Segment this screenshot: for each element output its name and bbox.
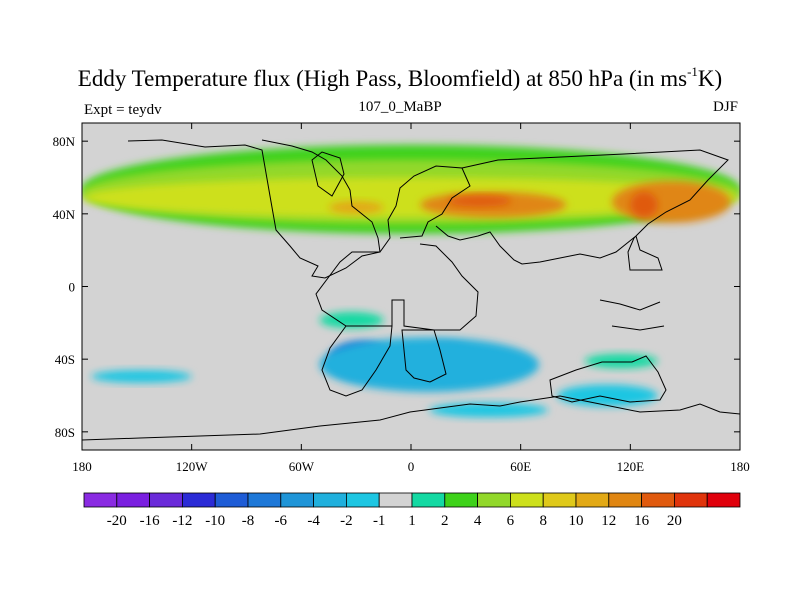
x-tick-label: 180 (730, 459, 750, 474)
colorbar-swatch (313, 492, 347, 508)
colorbar-swatch (542, 492, 577, 508)
contour-nh-yellow-band (82, 177, 740, 218)
coast-europe (379, 165, 471, 253)
colorbar-swatch (149, 492, 183, 508)
colorbar-label: -20 (107, 513, 127, 529)
colorbar-label: 10 (569, 513, 584, 529)
y-tick-label: 80N (53, 134, 76, 149)
colorbar: -20 -16 -12 -10 -8 -6 -4 -2 -1 1 2 4 6 8 10 12 16 20 (83, 492, 741, 529)
contour-sh-pacific-strip (91, 370, 192, 383)
x-tick-label: 60W (289, 459, 315, 474)
colorbar-label: -8 (242, 513, 255, 529)
subtitle-experiment: Expt = teydv (84, 102, 162, 118)
coast-antarctica (82, 395, 740, 441)
colorbar-label: -12 (172, 513, 192, 529)
title-main: Eddy Temperature flux (High Pass, Bloomf… (77, 66, 688, 91)
colorbar-label: -1 (373, 513, 386, 529)
colorbar-label: 2 (441, 513, 449, 529)
y-tick-label: 40N (53, 207, 76, 222)
colorbar-label: 1 (408, 513, 416, 529)
colorbar-swatch (608, 492, 642, 508)
colorbar-swatch (345, 492, 380, 508)
colorbar-swatch (575, 492, 610, 508)
contour-eurasia-track-red (447, 195, 512, 207)
colorbar-swatch (378, 492, 413, 508)
colorbar-swatch (509, 492, 544, 508)
colorbar-label: 16 (634, 513, 650, 529)
colorbar-swatch (641, 492, 675, 508)
x-tick-label: 60E (510, 459, 531, 474)
coast-asia (435, 149, 729, 271)
y-tick-label: 80S (55, 425, 75, 440)
contour-pacific-track-red (630, 192, 658, 218)
contour-sh-midlat-band (319, 337, 539, 392)
colorbar-swatch (214, 492, 249, 508)
colorbar-swatch (181, 492, 216, 508)
x-tick-label: 120W (176, 459, 209, 474)
x-tick-label: 120E (617, 459, 645, 474)
y-tick-label: 0 (69, 280, 76, 295)
colorbar-swatch (280, 492, 314, 508)
y-tick-label: 40S (55, 352, 75, 367)
contour-atlantic-track-orange (328, 201, 384, 214)
contour-pacific-track-orange (612, 181, 731, 223)
contour-sh-southern-ocean (429, 402, 549, 418)
colorbar-swatch (247, 492, 282, 508)
title-superscript: -1 (687, 64, 698, 79)
coastlines (82, 139, 740, 441)
colorbar-swatch (674, 492, 708, 508)
colorbar-label: -10 (205, 513, 225, 529)
colorbar-label: 20 (667, 513, 682, 529)
colorbar-swatch (411, 492, 446, 508)
coast-maritime (599, 299, 665, 331)
colorbar-label: -2 (340, 513, 353, 529)
x-tick-label: 180 (72, 459, 92, 474)
colorbar-label: -16 (140, 513, 160, 529)
x-tick-label: 0 (408, 459, 415, 474)
subtitle-season: DJF (712, 99, 738, 115)
coast-australia (549, 355, 667, 403)
coast-north-america (127, 139, 381, 279)
colorbar-swatch (706, 492, 741, 508)
chart-title: Eddy Temperature flux (High Pass, Bloomf… (0, 64, 800, 92)
axes: 180 120W 60W 0 60E 120E 180 80N 40N 0 40S 80S (53, 123, 750, 474)
contour-tropics-green-patch (319, 311, 384, 329)
coast-south-america (321, 325, 393, 397)
colorbar-swatch (83, 492, 118, 508)
colorbar-label: 6 (507, 513, 515, 529)
colorbar-label: -4 (307, 513, 320, 529)
colorbar-swatch (477, 492, 511, 508)
coast-africa (315, 243, 479, 383)
colorbar-label: 8 (539, 513, 547, 529)
colorbar-label: 4 (474, 513, 482, 529)
contour-sh-pacific-green (584, 353, 658, 369)
colorbar-label: 12 (601, 513, 616, 529)
colorbar-swatch (116, 492, 151, 508)
colorbar-label: -6 (275, 513, 288, 529)
subtitle-run: 107_0_MaBP (358, 99, 442, 115)
contour-sh-indian-ocean (557, 384, 658, 407)
coast-greenland (311, 151, 345, 197)
title-end: K) (697, 66, 723, 91)
colorbar-swatch (444, 492, 478, 508)
